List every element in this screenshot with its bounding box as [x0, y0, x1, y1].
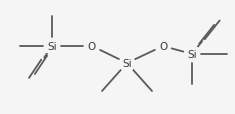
Text: O: O	[88, 42, 96, 52]
Text: Si: Si	[122, 58, 132, 68]
Text: Si: Si	[47, 42, 57, 52]
Text: O: O	[159, 42, 167, 52]
Text: Si: Si	[187, 50, 197, 60]
